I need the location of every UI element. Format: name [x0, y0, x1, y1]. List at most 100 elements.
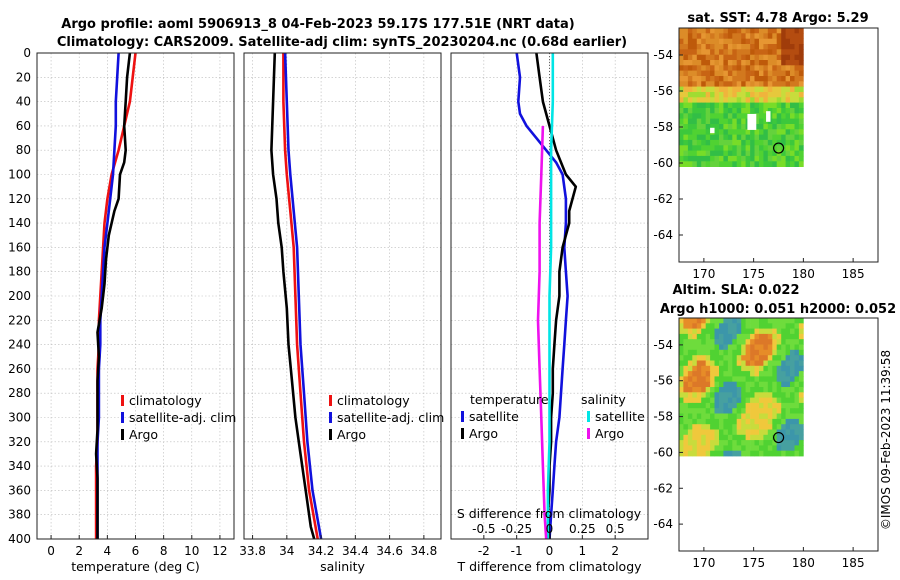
heatmap-cell [710, 44, 715, 50]
y-tick-label: 260 [8, 362, 31, 376]
heatmap-cell [794, 349, 800, 356]
heatmap-cell [741, 108, 746, 114]
heatmap-cell [683, 445, 689, 452]
heatmap-cell [736, 355, 742, 361]
heatmap-cell [687, 387, 693, 393]
heatmap-cell [798, 344, 804, 351]
heatmap-cell [696, 118, 702, 125]
heatmap-cell [679, 113, 684, 119]
plot-frame [243, 52, 442, 540]
heatmap-cell [794, 70, 800, 77]
heatmap-cell [705, 339, 711, 345]
heatmap-cell [692, 408, 698, 414]
heatmap-cell [763, 429, 769, 436]
heatmap-cell [683, 323, 689, 329]
heatmap-cell [754, 318, 760, 324]
heatmap-cell [679, 86, 684, 93]
heatmap-cell [754, 54, 760, 61]
y-tick-label: 140 [8, 216, 31, 230]
heatmap-cell [763, 81, 769, 87]
heatmap-cell [705, 118, 711, 125]
heatmap-cell [679, 365, 684, 372]
heatmap-cell [785, 161, 791, 167]
heatmap-cell [701, 318, 706, 324]
heatmap-cell [714, 118, 720, 125]
heatmap-cell [759, 392, 764, 398]
heatmap-cell [683, 365, 689, 372]
heatmap-cell [785, 450, 791, 457]
heatmap-cell [794, 81, 800, 87]
heatmap-cell [741, 418, 746, 425]
heatmap-cell [705, 371, 711, 377]
heatmap-cell [701, 76, 706, 82]
heatmap-cell [763, 413, 769, 420]
heatmap-cell [710, 434, 715, 441]
heatmap-cell [790, 139, 795, 146]
heatmap-cell [781, 402, 786, 409]
heatmap-cell [754, 429, 760, 436]
legend-swatch [329, 429, 332, 440]
heatmap-cell [687, 323, 693, 329]
heatmap-cell [692, 118, 698, 125]
heatmap-cell [683, 92, 689, 98]
heatmap-cell [781, 413, 786, 420]
heatmap-cell [798, 450, 804, 457]
heatmap-cell [719, 139, 724, 146]
heatmap-cell [696, 76, 702, 82]
heatmap-cell [767, 102, 773, 109]
heatmap-cell [741, 44, 746, 50]
heatmap-cell [705, 49, 711, 55]
heatmap-cell [723, 318, 729, 324]
heatmap-cell [785, 65, 791, 71]
heatmap-cell [692, 124, 698, 130]
heatmap-cell [776, 344, 782, 351]
heatmap-cell [798, 413, 804, 420]
heatmap-cell [719, 28, 724, 34]
heatmap-cell [723, 365, 729, 372]
heatmap-cell [790, 49, 795, 55]
x-tick-label: 185 [842, 556, 865, 570]
heatmap-cell [727, 328, 733, 335]
heatmap-cell [763, 129, 769, 135]
heatmap-cell [710, 381, 715, 388]
legend-swatch [587, 428, 590, 439]
heatmap-cell [763, 102, 769, 109]
x-tick-label: 33.8 [239, 544, 266, 558]
heatmap-cell [727, 129, 733, 135]
heatmap-cell [732, 38, 738, 45]
heatmap-cell [692, 387, 698, 393]
heatmap-cell [736, 150, 742, 157]
heatmap-cell [727, 360, 733, 367]
heatmap-cell [776, 76, 782, 82]
series-line-climatology [282, 53, 319, 540]
heatmap-cell [750, 76, 755, 82]
heatmap-cell [687, 92, 693, 98]
heatmap-cell [750, 318, 755, 324]
heatmap-cell [732, 124, 738, 130]
heatmap-cell [732, 445, 738, 452]
heatmap-cell [790, 60, 795, 66]
heatmap-cell [732, 323, 738, 329]
heatmap-cell [790, 360, 795, 367]
heatmap-cell [750, 349, 755, 356]
heatmap-cell [763, 124, 769, 130]
heatmap-cell [750, 86, 755, 93]
heatmap-cell [705, 392, 711, 398]
heatmap-cell [736, 70, 742, 77]
x-tick-label: 6 [132, 544, 140, 558]
heatmap-cell [679, 376, 684, 383]
heatmap-cell [790, 81, 795, 87]
heatmap-cell [776, 323, 782, 329]
heatmap-cell [696, 355, 702, 361]
heatmap-cell [776, 365, 782, 372]
heatmap-cell [745, 371, 751, 377]
heatmap-cell [683, 86, 689, 93]
heatmap-cell [714, 97, 720, 103]
heatmap-cell [710, 344, 715, 351]
heatmap-cell [754, 434, 760, 441]
heatmap-cell [794, 49, 800, 55]
heatmap-cell [790, 376, 795, 383]
heatmap-cell [798, 60, 804, 66]
heatmap-cell [741, 86, 746, 93]
